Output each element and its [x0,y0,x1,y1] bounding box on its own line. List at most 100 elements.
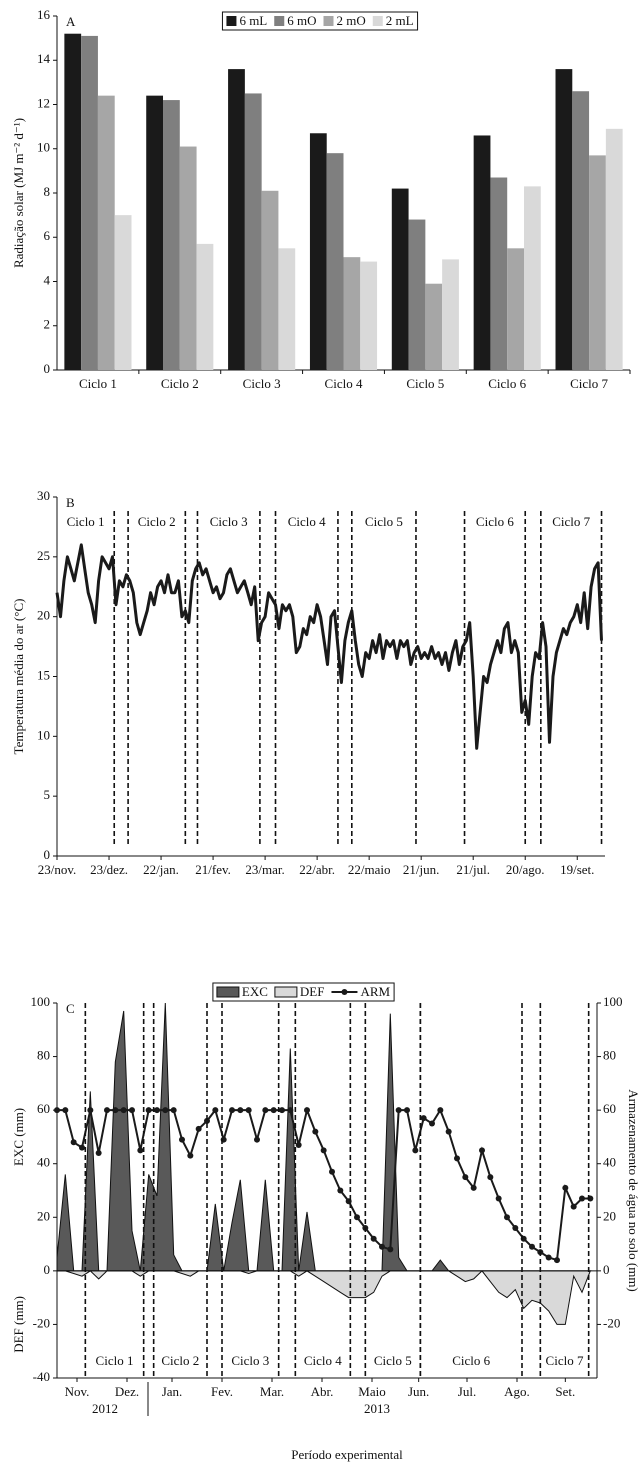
legend-label: ARM [360,984,390,999]
x-tick-label: Dez. [115,1384,139,1399]
bar [261,190,279,370]
storage-point [87,1107,94,1114]
y2-tick-label: 100 [603,994,623,1009]
y-tick-label: -20 [33,1315,50,1330]
cycle-label: Ciclo 3 [231,1353,269,1368]
x-tick-label: 19/set. [560,862,594,877]
x-tick-label: 21/jul. [456,862,490,877]
storage-point [562,1184,569,1191]
storage-point [229,1107,235,1114]
y-tick-label: 25 [37,548,50,563]
storage-point [170,1107,177,1114]
cycle-label: Ciclo 6 [452,1353,490,1368]
cycle-label: Ciclo 2 [138,514,176,529]
y-tick-label: 15 [37,667,50,682]
storage-point [104,1107,110,1114]
y-tick-label: 80 [37,1048,50,1063]
bar [81,35,98,370]
bar [64,33,82,370]
storage-point [287,1107,294,1114]
x-tick-label: 23/mar. [245,862,284,877]
bar [425,283,443,370]
y-tick-label: 0 [44,361,51,376]
bar [589,155,606,370]
bar [343,257,361,370]
bar [278,248,296,370]
legend-label: DEF [300,984,325,999]
y-axis-title: Radiação solar (MJ m⁻² d⁻¹) [11,118,26,268]
cycle-label: Ciclo 5 [374,1353,412,1368]
year-label: 2013 [364,1401,390,1416]
storage-point [320,1147,327,1154]
y-tick-label: 0 [44,847,51,862]
storage-point [354,1214,360,1221]
x-tick-label: 20/ago. [506,862,545,877]
legend: 6 mL 6 mO 2 mO 2 mL [221,11,419,31]
x-tick-label: 22/maio [348,862,391,877]
bar [114,215,132,370]
y2-tick-label: 40 [603,1155,616,1170]
y2-tick-label: 80 [603,1048,616,1063]
y-tick-label: 0 [44,1262,51,1277]
y2-axis-title: Armazenamento de água no solo (mm) [626,1089,641,1292]
storage-point [95,1150,102,1156]
storage-point [479,1147,485,1154]
bar [97,95,115,371]
bar [391,188,409,370]
storage-point [129,1107,135,1114]
storage-point [570,1203,577,1210]
x-tick-label: Ciclo 7 [570,376,608,391]
cycle-label: Ciclo 7 [546,1353,584,1368]
legend-swatch [274,986,298,998]
storage-point [445,1128,452,1135]
x-tick-label: Ciclo 4 [325,376,363,391]
x-tick-label: Jun. [408,1384,429,1399]
y-tick-label: 10 [37,140,50,155]
legend-label: EXC [242,984,268,999]
cycle-label: Ciclo 1 [67,514,105,529]
x-axis-title: Período experimental [291,1447,403,1462]
legend-label: 6 mL [239,13,267,28]
storage-point [529,1243,535,1250]
bar [473,135,491,370]
temperature-line [55,543,603,750]
bar [507,248,524,370]
legend-label: 6 mO [287,13,316,28]
storage-point [70,1139,77,1146]
legend-label: 2 mL [386,13,414,28]
storage-point [179,1136,185,1143]
legend-swatch [372,16,383,26]
storage-point [212,1107,219,1114]
storage-point [187,1152,194,1159]
storage-point [370,1235,377,1242]
storage-point [437,1107,444,1114]
cycle-label: Ciclo 4 [288,514,326,529]
storage-point [279,1107,285,1114]
storage-point [120,1107,127,1114]
legend-label: 2 mO [337,13,366,28]
y-tick-label: 60 [37,1101,50,1116]
storage-point [470,1184,477,1191]
y-tick-label: 30 [37,488,50,503]
area [56,1270,592,1325]
cycle-label: Ciclo 5 [365,514,403,529]
bar [572,91,590,370]
x-tick-label: 22/jan. [143,862,179,877]
legend-frame [221,11,419,31]
storage-point [270,1107,277,1114]
cycle-label: Ciclo 2 [161,1353,199,1368]
storage-point [254,1136,260,1143]
x-tick-label: Jul. [458,1384,476,1399]
y2-tick-label: 60 [603,1101,616,1116]
legend: EXC DEF ARM [212,982,395,1002]
storage-point [162,1107,169,1114]
storage-point [337,1187,344,1194]
storage-point [145,1107,152,1114]
x-tick-label: Mar. [260,1384,284,1399]
storage-point [237,1107,244,1114]
x-tick-label: Set. [555,1384,575,1399]
panel-label: A [66,14,76,29]
storage-point [495,1195,502,1202]
cycle-label: Ciclo 1 [96,1353,134,1368]
